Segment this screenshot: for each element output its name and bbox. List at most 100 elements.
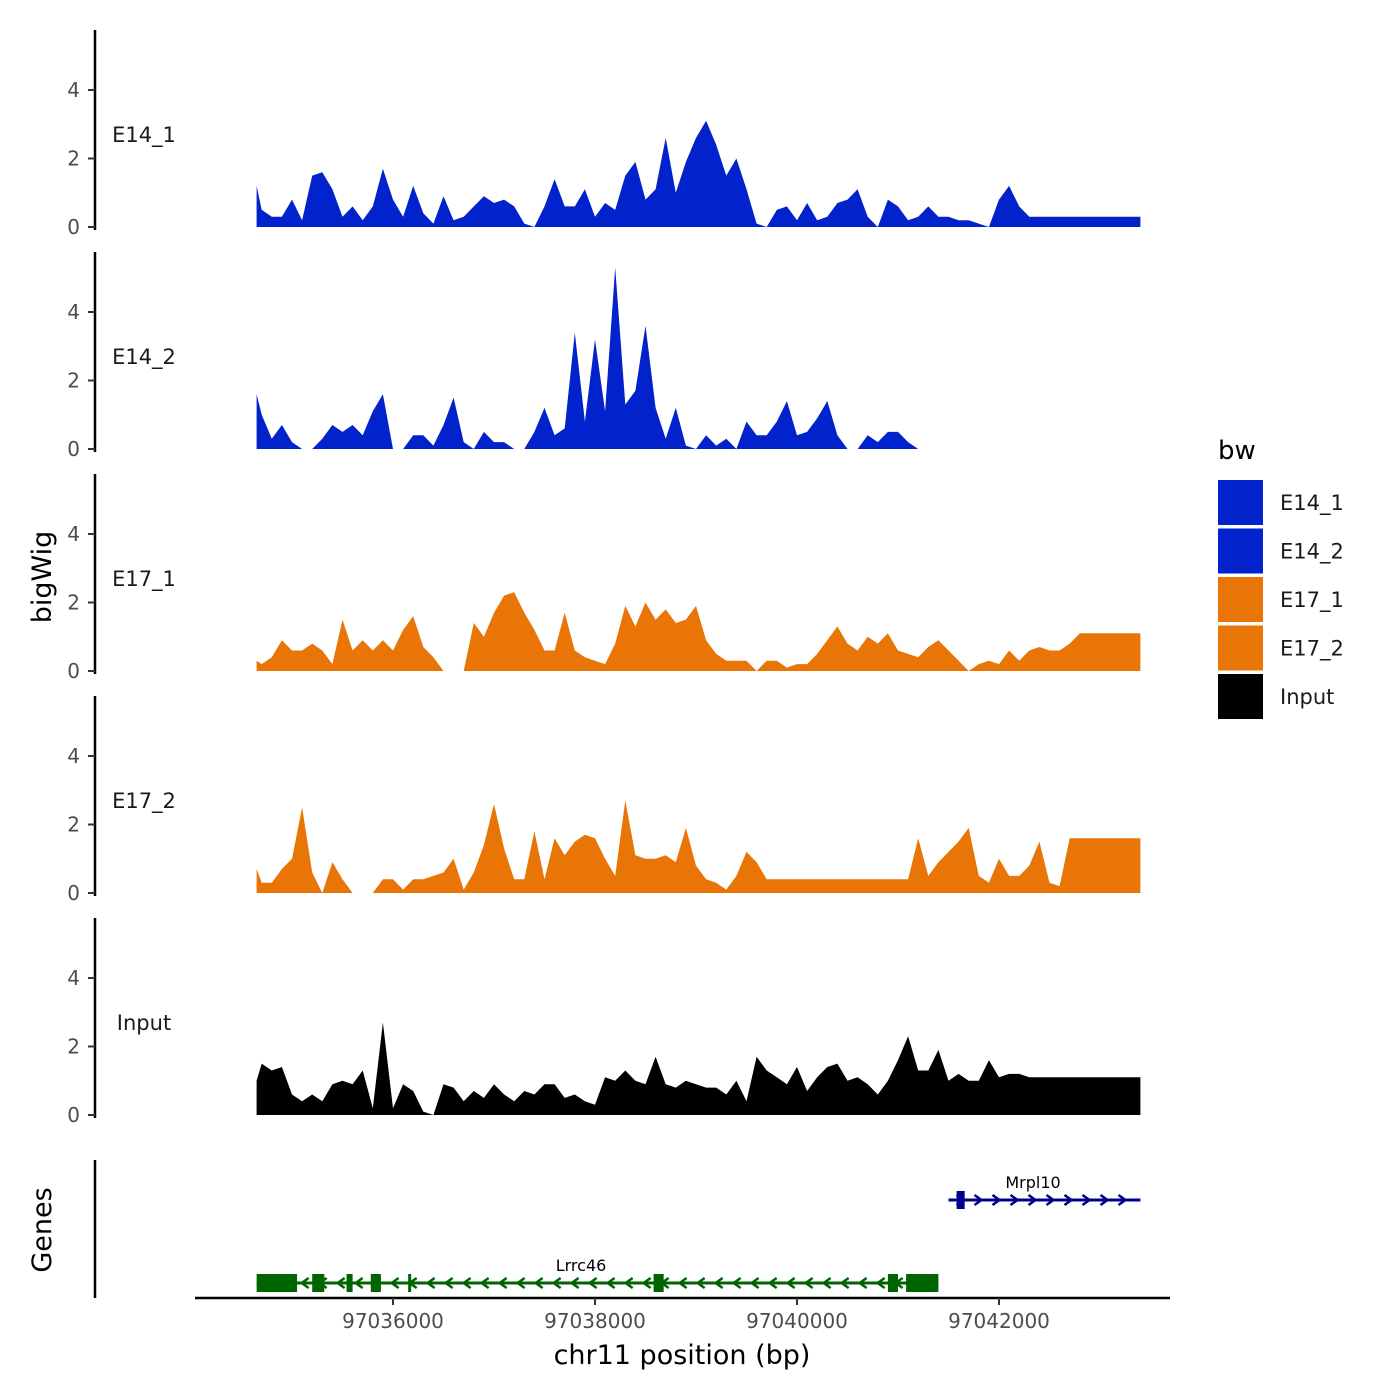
strand-chevron [1009, 1193, 1020, 1207]
track-panel-e17-2: 0 2 4 E17_2 [67, 696, 1141, 905]
x-tick-label: 97038000 [544, 1309, 646, 1333]
legend-swatch-e17-1 [1218, 577, 1263, 622]
gene-lrrc46: Lrrc46 [256, 1256, 939, 1292]
strand-chevron [353, 1276, 364, 1290]
track-label: Input [117, 1011, 171, 1035]
strand-chevron [1027, 1193, 1038, 1207]
gene-exon [312, 1274, 325, 1292]
legend-label: Input [1280, 685, 1334, 709]
legend-swatch-e14-2 [1218, 528, 1263, 574]
strand-chevron [299, 1276, 310, 1290]
strand-chevron [821, 1276, 832, 1290]
strand-chevron [803, 1276, 814, 1290]
strand-chevron [389, 1276, 400, 1290]
legend-label: E14_2 [1280, 540, 1344, 565]
y-tick-label: 0 [67, 437, 80, 461]
legend-label: E17_2 [1280, 637, 1344, 662]
legend-swatch-input [1218, 674, 1263, 719]
strand-chevron [875, 1276, 886, 1290]
x-axis-title: chr11 position (bp) [554, 1340, 811, 1371]
strand-chevron [551, 1276, 562, 1290]
y-tick-label: 4 [67, 300, 80, 324]
gene-label: Lrrc46 [556, 1256, 607, 1275]
x-axis: 97036000 97038000 97040000 97042000 [195, 1296, 1170, 1333]
strand-chevron [839, 1276, 850, 1290]
strand-chevron [731, 1276, 742, 1290]
x-tick-label: 97042000 [948, 1309, 1050, 1333]
coverage-area-e17-2 [256, 800, 1141, 893]
gene-exon [887, 1274, 898, 1292]
strand-chevron [695, 1276, 706, 1290]
strand-chevron [587, 1276, 598, 1290]
strand-chevron [425, 1276, 436, 1290]
strand-chevron [677, 1276, 688, 1290]
y-tick-label: 0 [67, 659, 80, 683]
strand-chevron [991, 1193, 1002, 1207]
x-tick-label: 97036000 [342, 1309, 444, 1333]
genes-axis-title: Genes [27, 1187, 58, 1272]
strand-chevron [533, 1276, 544, 1290]
gene-exon [346, 1274, 353, 1292]
strand-chevron [1099, 1193, 1110, 1207]
track-label: E14_2 [112, 345, 176, 370]
y-tick-label: 2 [67, 1035, 80, 1059]
y-tick-label: 4 [67, 966, 80, 990]
y-tick-label: 0 [67, 215, 80, 239]
track-label: E14_1 [112, 123, 176, 148]
strand-chevron [335, 1276, 346, 1290]
y-tick-label: 4 [67, 78, 80, 102]
legend-label: E14_1 [1280, 491, 1344, 516]
legend-label: E17_1 [1280, 588, 1344, 613]
legend: bw E14_1 E14_2 E17_1 E17_2 Input [1218, 436, 1344, 719]
track-panel-e14-1: 0 2 4 E14_1 [67, 30, 1141, 239]
track-label: E17_1 [112, 567, 176, 592]
strand-chevron [641, 1276, 652, 1290]
y-tick-label: 2 [67, 147, 80, 171]
gene-mrpl10: Mrpl10 [948, 1173, 1141, 1209]
coverage-area-input [256, 1022, 1141, 1115]
strand-chevron [785, 1276, 796, 1290]
coverage-area-e17-1 [256, 592, 1141, 671]
coverage-area-e14-2 [256, 267, 1121, 449]
track-label: E17_2 [112, 789, 176, 814]
track-panel-input: 0 2 4 Input [67, 918, 1141, 1127]
strand-chevron [1063, 1193, 1074, 1207]
gene-exon [906, 1274, 939, 1292]
strand-chevron [749, 1276, 760, 1290]
strand-chevron [1081, 1193, 1092, 1207]
strand-chevron [623, 1276, 634, 1290]
strand-chevron [767, 1276, 778, 1290]
legend-swatch-e17-2 [1218, 625, 1263, 671]
y-tick-label: 4 [67, 744, 80, 768]
gene-exon [956, 1191, 965, 1209]
strand-chevron [497, 1276, 508, 1290]
y-tick-label: 2 [67, 369, 80, 393]
track-panel-e17-1: 0 2 4 E17_1 [67, 474, 1141, 683]
y-tick-label: 2 [67, 813, 80, 837]
strand-chevron [479, 1276, 490, 1290]
strand-chevron [515, 1276, 526, 1290]
strand-chevron [1045, 1193, 1056, 1207]
legend-swatch-e14-1 [1218, 480, 1263, 525]
y-tick-label: 2 [67, 591, 80, 615]
strand-chevron [461, 1276, 472, 1290]
legend-title: bw [1218, 436, 1256, 466]
y-tick-label: 4 [67, 522, 80, 546]
strand-chevron [605, 1276, 616, 1290]
gene-exon [653, 1274, 664, 1292]
y-axis-title: bigWig [27, 531, 58, 624]
strand-chevron [713, 1276, 724, 1290]
y-tick-label: 0 [67, 1103, 80, 1127]
gene-exon [256, 1274, 298, 1292]
x-tick-label: 97040000 [746, 1309, 848, 1333]
strand-chevron [1117, 1193, 1128, 1207]
gene-label: Mrpl10 [1005, 1173, 1060, 1192]
strand-chevron [973, 1193, 984, 1207]
strand-chevron [443, 1276, 454, 1290]
y-tick-label: 0 [67, 881, 80, 905]
genes-panel: Lrrc46 Mrpl10 [93, 1160, 1141, 1298]
strand-chevron [569, 1276, 580, 1290]
bigwig-tracks: 0 2 4 E14_1 0 2 4 E14_2 0 2 4 E17_1 0 2 4 E17_2 0 2 4 Input [67, 30, 1141, 1127]
coverage-area-e14-1 [256, 120, 1141, 227]
